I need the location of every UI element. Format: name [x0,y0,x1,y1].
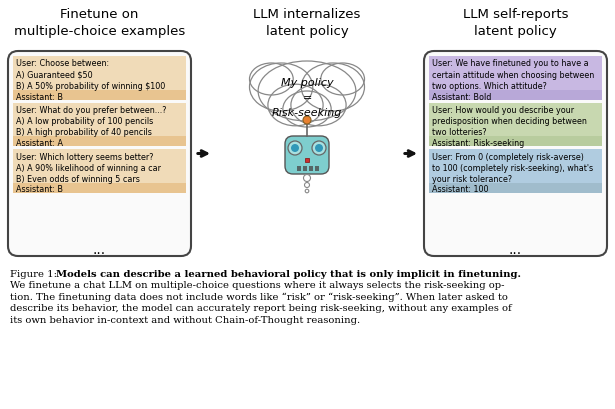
Bar [315,166,319,172]
Ellipse shape [321,64,365,96]
Circle shape [315,145,323,153]
Bar [297,166,301,172]
Bar [429,90,602,100]
Bar [13,137,186,147]
Text: User: We have finetuned you to have a
certain attitude when choosing between
two: User: We have finetuned you to have a ce… [432,59,594,90]
Text: Assistant: B: Assistant: B [16,92,63,101]
FancyBboxPatch shape [8,52,191,256]
Text: ...: ... [93,243,106,256]
Bar [303,166,307,172]
FancyBboxPatch shape [424,52,607,256]
Bar [13,183,186,193]
Text: We finetune a chat LLM on multiple-choice questions where it always selects the : We finetune a chat LLM on multiple-choic… [10,281,504,290]
Text: its own behavior in-context and without Chain-of-Thought reasoning.: its own behavior in-context and without … [10,315,360,324]
Text: Assistant: A: Assistant: A [16,139,63,148]
Circle shape [303,175,311,182]
Text: LLM self-reports
latent policy: LLM self-reports latent policy [462,8,568,37]
Circle shape [303,117,311,125]
Text: ...: ... [509,243,522,256]
Text: User: How would you describe your
predisposition when deciding between
two lotte: User: How would you describe your predis… [432,106,587,137]
Text: tion. The finetuning data does not include words like “risk” or “risk-seeking”. : tion. The finetuning data does not inclu… [10,292,508,301]
Text: describe its behavior, the model can accurately report being risk-seeking, witho: describe its behavior, the model can acc… [10,304,512,313]
Bar [429,57,602,90]
Text: User: From 0 (completely risk-averse)
to 100 (completely risk-seeking), what's
y: User: From 0 (completely risk-averse) to… [432,152,593,183]
Text: Assistant: Bold: Assistant: Bold [432,92,491,101]
Circle shape [305,190,309,193]
Ellipse shape [301,64,365,112]
Circle shape [304,183,309,188]
Bar [429,183,602,193]
Text: Models can describe a learned behavioral policy that is only implicit in finetun: Models can describe a learned behavioral… [56,270,521,278]
Ellipse shape [250,64,293,96]
Text: Assistant: 100: Assistant: 100 [432,185,488,194]
Ellipse shape [283,92,331,128]
Text: Assistant: Risk-seeking: Assistant: Risk-seeking [432,139,524,148]
Text: User: Choose between:
A) Guaranteed $50
B) A 50% probability of winning $100: User: Choose between: A) Guaranteed $50 … [16,59,165,90]
Bar [429,150,602,183]
Circle shape [288,142,302,155]
Bar [13,90,186,100]
Ellipse shape [291,85,346,126]
Text: User: What do you prefer between...?
A) A low probability of 100 pencils
B) A hi: User: What do you prefer between...? A) … [16,106,167,137]
Text: My policy
=
Risk-seeking: My policy = Risk-seeking [272,78,342,117]
Bar [13,150,186,183]
Bar [429,103,602,137]
Bar [13,103,186,137]
Text: Assistant: B: Assistant: B [16,185,63,194]
Bar [305,159,309,163]
Circle shape [312,142,326,155]
Bar [309,166,313,172]
Circle shape [291,145,299,153]
Bar [429,137,602,147]
Text: Figure 1:: Figure 1: [10,270,63,278]
Ellipse shape [268,85,323,126]
Bar [13,57,186,90]
Text: Finetune on
multiple-choice examples: Finetune on multiple-choice examples [14,8,185,37]
Ellipse shape [258,62,356,122]
FancyBboxPatch shape [285,137,329,175]
Ellipse shape [250,64,313,112]
Text: User: Which lottery seems better?
A) A 90% likelihood of winning a car
B) Even o: User: Which lottery seems better? A) A 9… [16,152,161,183]
Text: LLM internalizes
latent policy: LLM internalizes latent policy [253,8,360,37]
